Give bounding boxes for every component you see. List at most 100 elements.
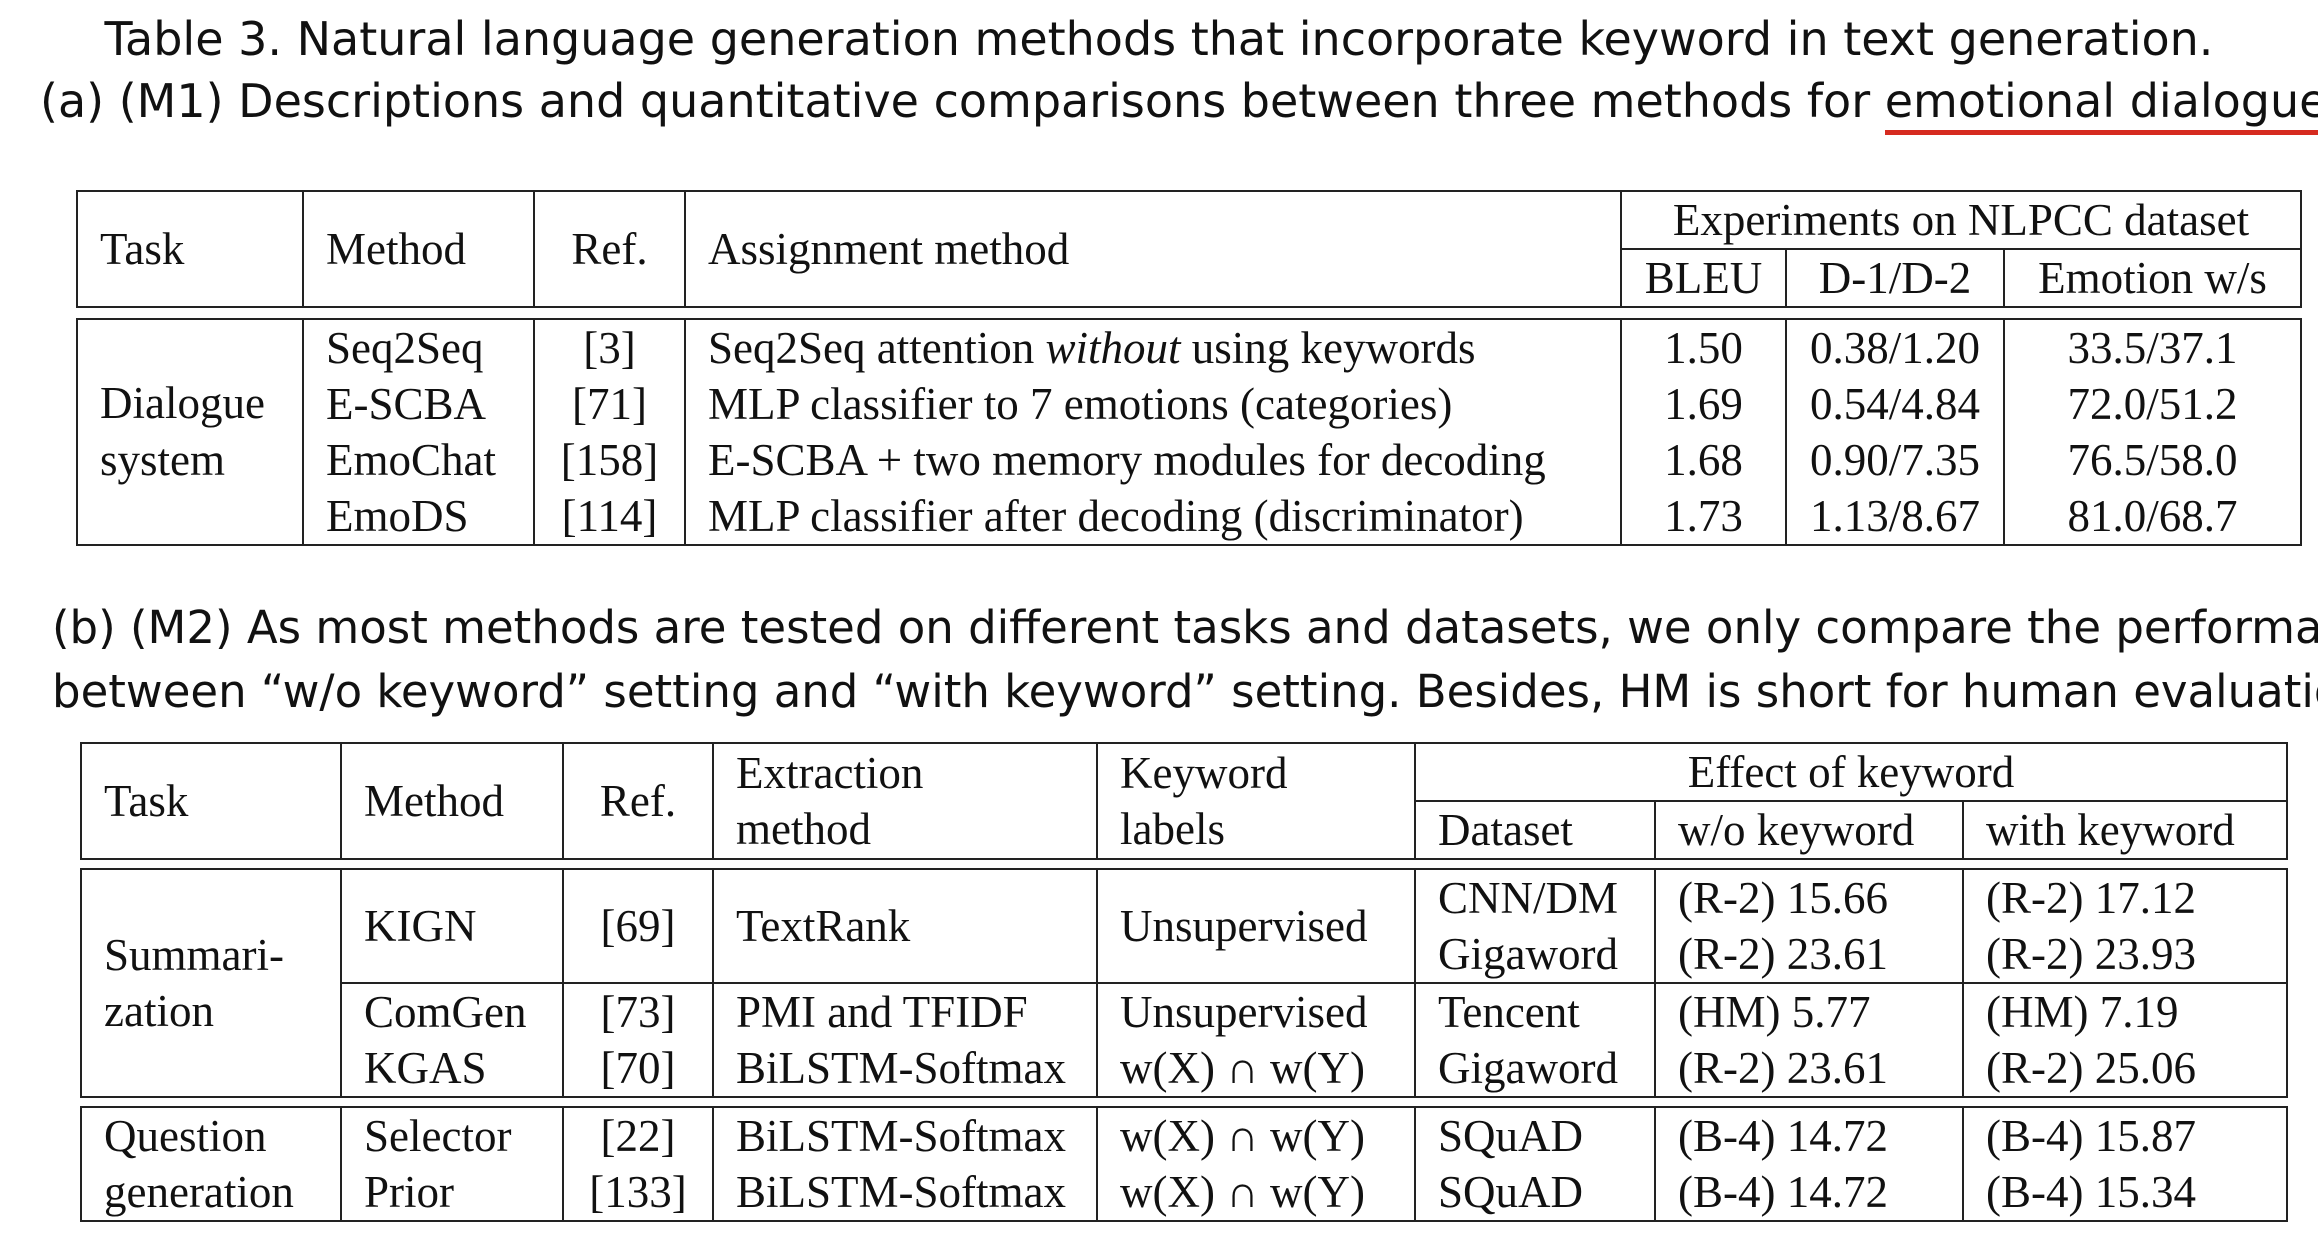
part-a-label: (a) (M1) Descriptions and quantitative c…	[40, 74, 2318, 135]
with-keyword-cell: (R-2) 17.12	[1962, 868, 2288, 926]
with-keyword-cell: (B-4) 15.34	[1962, 1164, 2288, 1222]
header-effect-group: Effect of keyword	[1414, 742, 2288, 802]
d12-cell: 1.13/8.67	[1785, 488, 2005, 546]
extraction-cell: BiLSTM-Softmax	[712, 1106, 1098, 1164]
extraction-cell: BiLSTM-Softmax	[712, 1040, 1098, 1098]
header-nlpcc-group: Experiments on NLPCC dataset	[1619, 190, 2303, 250]
table-row: KGAS [70] BiLSTM-Softmax w(X) ∩ w(Y) Gig…	[81, 1040, 2288, 1098]
part-b-label-line: (b) (M2) As most methods are tested on d…	[52, 601, 2318, 654]
header-with-keyword: with keyword	[1962, 800, 2288, 860]
d12-cell: 0.90/7.35	[1785, 432, 2005, 488]
emotion-cell: 33.5/37.1	[2003, 318, 2302, 376]
table-row: Summari- zation KIGN [69] TextRank Unsup…	[80, 868, 2288, 1098]
header-task: Task	[80, 742, 342, 860]
part-b-label: (b) (M2) As most methods are tested on d…	[52, 596, 2318, 724]
dataset-cell: Gigaword	[1414, 1040, 1656, 1098]
ref-cell: [3]	[533, 318, 686, 376]
labels-cell: Unsupervised	[1096, 868, 1416, 984]
task-line: Dialogue	[100, 378, 265, 428]
table-b-question-generation: Question generation Selector [22] BiLSTM…	[80, 1106, 2288, 1222]
task-dialogue-system: Dialogue system	[76, 318, 304, 546]
assignment-cell: MLP classifier to 7 emotions (categories…	[684, 376, 1622, 432]
header-ref: Ref.	[533, 190, 686, 308]
with-keyword-cell: (HM) 7.19	[1962, 983, 2288, 1040]
table-row: Gigaword (R-2) 23.61 (R-2) 23.93	[81, 926, 2288, 984]
table-row: EmoDS [114] MLP classifier after decodin…	[77, 488, 2302, 546]
wo-keyword-cell: (R-2) 23.61	[1654, 1040, 1964, 1098]
dataset-cell: Gigaword	[1414, 926, 1656, 984]
assignment-cell: E-SCBA + two memory modules for decoding	[684, 432, 1622, 488]
ref-cell: [114]	[533, 488, 686, 546]
method-cell: Selector	[340, 1106, 564, 1164]
bleu-cell: 1.73	[1620, 488, 1787, 546]
header-ref: Ref.	[562, 742, 714, 860]
d12-cell: 0.38/1.20	[1785, 318, 2005, 376]
wo-keyword-cell: (B-4) 14.72	[1654, 1106, 1964, 1164]
emotion-cell: 81.0/68.7	[2003, 488, 2302, 546]
with-keyword-cell: (R-2) 23.93	[1962, 926, 2288, 984]
wo-keyword-cell: (HM) 5.77	[1654, 983, 1964, 1040]
table-row: Dialogue system Seq2Seq [3] Seq2Seq atte…	[76, 318, 2302, 546]
emotion-cell: 76.5/58.0	[2003, 432, 2302, 488]
dataset-cell: CNN/DM	[1414, 868, 1656, 926]
method-cell: Prior	[340, 1164, 564, 1222]
ref-cell: [22]	[562, 1106, 714, 1164]
header-method: Method	[302, 190, 535, 308]
table-a-body: Dialogue system Seq2Seq [3] Seq2Seq atte…	[76, 318, 2302, 546]
assignment-cell: MLP classifier after decoding (discrimin…	[684, 488, 1622, 546]
ref-cell: [133]	[562, 1164, 714, 1222]
table-caption: Table 3. Natural language generation met…	[104, 12, 2214, 66]
header-d12: D-1/D-2	[1785, 248, 2005, 308]
header-wo-keyword: w/o keyword	[1654, 800, 1964, 860]
extraction-cell: BiLSTM-Softmax	[712, 1164, 1098, 1222]
table-row: ComGen [73] PMI and TFIDF Unsupervised T…	[81, 983, 2288, 1040]
bleu-cell: 1.50	[1620, 318, 1787, 376]
labels-cell: w(X) ∩ w(Y)	[1096, 1164, 1416, 1222]
extraction-cell: PMI and TFIDF	[712, 983, 1098, 1040]
wo-keyword-cell: (R-2) 15.66	[1654, 868, 1964, 926]
labels-cell: w(X) ∩ w(Y)	[1096, 1040, 1416, 1098]
ref-cell: [70]	[562, 1040, 714, 1098]
table-row: EmoChat [158] E-SCBA + two memory module…	[77, 432, 2302, 488]
header-dataset: Dataset	[1414, 800, 1656, 860]
task-line: system	[100, 435, 226, 485]
dataset-cell: SQuAD	[1414, 1164, 1656, 1222]
extraction-cell: TextRank	[712, 868, 1098, 984]
task-summarization: Summari- zation	[80, 868, 342, 1098]
table-b-summarization: Summari- zation KIGN [69] TextRank Unsup…	[80, 868, 2288, 1098]
ref-cell: [71]	[533, 376, 686, 432]
labels-cell: Unsupervised	[1096, 983, 1416, 1040]
part-a-label-highlight: emotional dialogue systems	[1884, 74, 2318, 135]
labels-cell: w(X) ∩ w(Y)	[1096, 1106, 1416, 1164]
task-question-generation: Question generation	[80, 1106, 342, 1222]
ref-cell: [158]	[533, 432, 686, 488]
ref-cell: [73]	[562, 983, 714, 1040]
assignment-cell: Seq2Seq attention without using keywords	[684, 318, 1622, 376]
d12-cell: 0.54/4.84	[1785, 376, 2005, 432]
header-keyword-labels: Keyword labels	[1096, 742, 1416, 860]
emotion-cell: 72.0/51.2	[2003, 376, 2302, 432]
header-extraction: Extraction method	[712, 742, 1098, 860]
method-cell: KIGN	[340, 868, 564, 984]
header-bleu: BLEU	[1620, 248, 1787, 308]
wo-keyword-cell: (R-2) 23.61	[1654, 926, 1964, 984]
method-cell: KGAS	[340, 1040, 564, 1098]
table-row: Prior [133] BiLSTM-Softmax w(X) ∩ w(Y) S…	[81, 1164, 2288, 1222]
method-cell: EmoDS	[302, 488, 535, 546]
with-keyword-cell: (R-2) 25.06	[1962, 1040, 2288, 1098]
header-method: Method	[340, 742, 564, 860]
header-assignment: Assignment method	[684, 190, 1622, 308]
header-emotion: Emotion w/s	[2002, 248, 2303, 308]
part-b-label-line: between “w/o keyword” setting and “with …	[52, 665, 2318, 718]
table-b-header: Task Method Ref. Extraction method Keywo…	[80, 742, 2288, 860]
method-cell: ComGen	[340, 983, 564, 1040]
dataset-cell: Tencent	[1414, 983, 1656, 1040]
bleu-cell: 1.68	[1620, 432, 1787, 488]
header-task: Task	[76, 190, 304, 308]
ref-cell: [69]	[562, 868, 714, 984]
with-keyword-cell: (B-4) 15.87	[1962, 1106, 2288, 1164]
dataset-cell: SQuAD	[1414, 1106, 1656, 1164]
method-cell: E-SCBA	[302, 376, 535, 432]
part-a-label-prefix: (a) (M1) Descriptions and quantitative c…	[40, 74, 1885, 128]
table-row: E-SCBA [71] MLP classifier to 7 emotions…	[77, 376, 2302, 432]
